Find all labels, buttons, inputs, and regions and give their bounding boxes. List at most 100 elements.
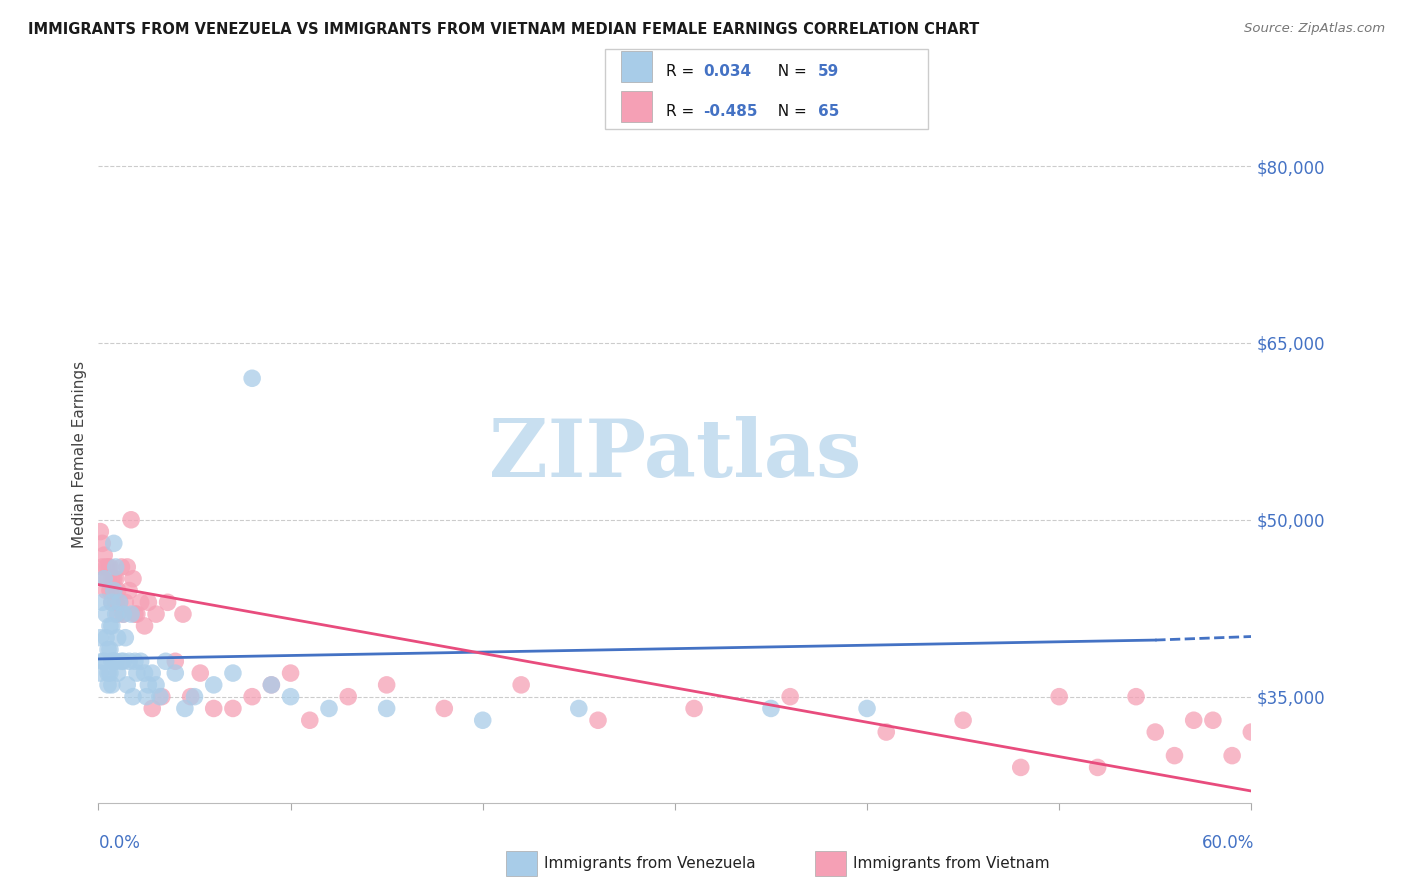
Text: R =: R =	[666, 64, 700, 79]
Point	[165, 666, 187, 681]
Point	[240, 690, 263, 704]
Point	[337, 690, 360, 704]
Point	[97, 666, 120, 681]
Point	[222, 701, 245, 715]
Point	[433, 701, 456, 715]
Point	[103, 572, 125, 586]
Point	[93, 654, 115, 668]
Point	[1125, 690, 1147, 704]
Point	[94, 583, 117, 598]
Point	[110, 560, 132, 574]
Text: 0.034: 0.034	[703, 64, 751, 79]
Text: Source: ZipAtlas.com: Source: ZipAtlas.com	[1244, 22, 1385, 36]
Text: IMMIGRANTS FROM VENEZUELA VS IMMIGRANTS FROM VIETNAM MEDIAN FEMALE EARNINGS CORR: IMMIGRANTS FROM VENEZUELA VS IMMIGRANTS …	[28, 22, 980, 37]
Point	[1202, 713, 1225, 727]
Point	[103, 583, 125, 598]
Point	[101, 654, 124, 668]
Point	[779, 690, 801, 704]
Point	[145, 678, 167, 692]
Point	[568, 701, 591, 715]
Point	[103, 654, 125, 668]
Point	[91, 560, 114, 574]
Point	[298, 713, 321, 727]
Point	[174, 701, 197, 715]
Point	[89, 666, 111, 681]
Point	[118, 583, 141, 598]
Point	[101, 619, 124, 633]
Point	[98, 583, 121, 598]
Point	[107, 666, 129, 681]
Point	[120, 513, 142, 527]
Point	[124, 654, 146, 668]
Point	[129, 654, 152, 668]
Point	[98, 560, 121, 574]
Point	[138, 595, 160, 609]
Point	[125, 607, 148, 621]
Point	[98, 619, 121, 633]
Point	[91, 654, 114, 668]
Point	[93, 548, 115, 562]
Point	[101, 595, 124, 609]
Point	[107, 607, 129, 621]
Point	[118, 654, 141, 668]
Point	[97, 560, 120, 574]
Point	[112, 654, 135, 668]
Point	[112, 607, 135, 621]
Point	[156, 595, 179, 609]
Point	[375, 701, 398, 715]
Text: -0.485: -0.485	[703, 104, 758, 120]
Point	[150, 690, 173, 704]
Point	[375, 678, 398, 692]
Point	[202, 678, 225, 692]
Point	[856, 701, 879, 715]
Point	[138, 678, 160, 692]
Point	[260, 678, 283, 692]
Point	[1087, 760, 1109, 774]
Point	[188, 666, 211, 681]
Point	[124, 607, 146, 621]
Point	[103, 583, 125, 598]
Point	[98, 642, 121, 657]
Point	[104, 560, 127, 574]
Point	[97, 642, 120, 657]
Text: Immigrants from Vietnam: Immigrants from Vietnam	[853, 856, 1050, 871]
Point	[134, 619, 156, 633]
Point	[94, 607, 117, 621]
Point	[89, 631, 111, 645]
Point	[110, 654, 132, 668]
Point	[586, 713, 609, 727]
Point	[471, 713, 494, 727]
Point	[97, 678, 120, 692]
Point	[108, 595, 131, 609]
Point	[120, 607, 142, 621]
Point	[89, 524, 111, 539]
Point	[1240, 725, 1263, 739]
Point	[104, 572, 127, 586]
Point	[104, 654, 127, 668]
Point	[260, 678, 283, 692]
Point	[1010, 760, 1032, 774]
Point	[125, 666, 148, 681]
Text: 60.0%: 60.0%	[1202, 834, 1254, 852]
Point	[98, 666, 121, 681]
Point	[91, 536, 114, 550]
Point	[1220, 748, 1243, 763]
Point	[103, 536, 125, 550]
Point	[112, 607, 135, 621]
Point	[141, 701, 163, 715]
Point	[875, 725, 897, 739]
Point	[280, 690, 302, 704]
Point	[134, 666, 156, 681]
Text: N =: N =	[768, 104, 811, 120]
Point	[318, 701, 340, 715]
Point	[1144, 725, 1167, 739]
Point	[280, 666, 302, 681]
Point	[114, 595, 136, 609]
Point	[101, 595, 124, 609]
Point	[141, 666, 163, 681]
Point	[117, 678, 139, 692]
Point	[172, 607, 194, 621]
Point	[117, 560, 139, 574]
Text: Immigrants from Venezuela: Immigrants from Venezuela	[544, 856, 756, 871]
Point	[108, 595, 131, 609]
